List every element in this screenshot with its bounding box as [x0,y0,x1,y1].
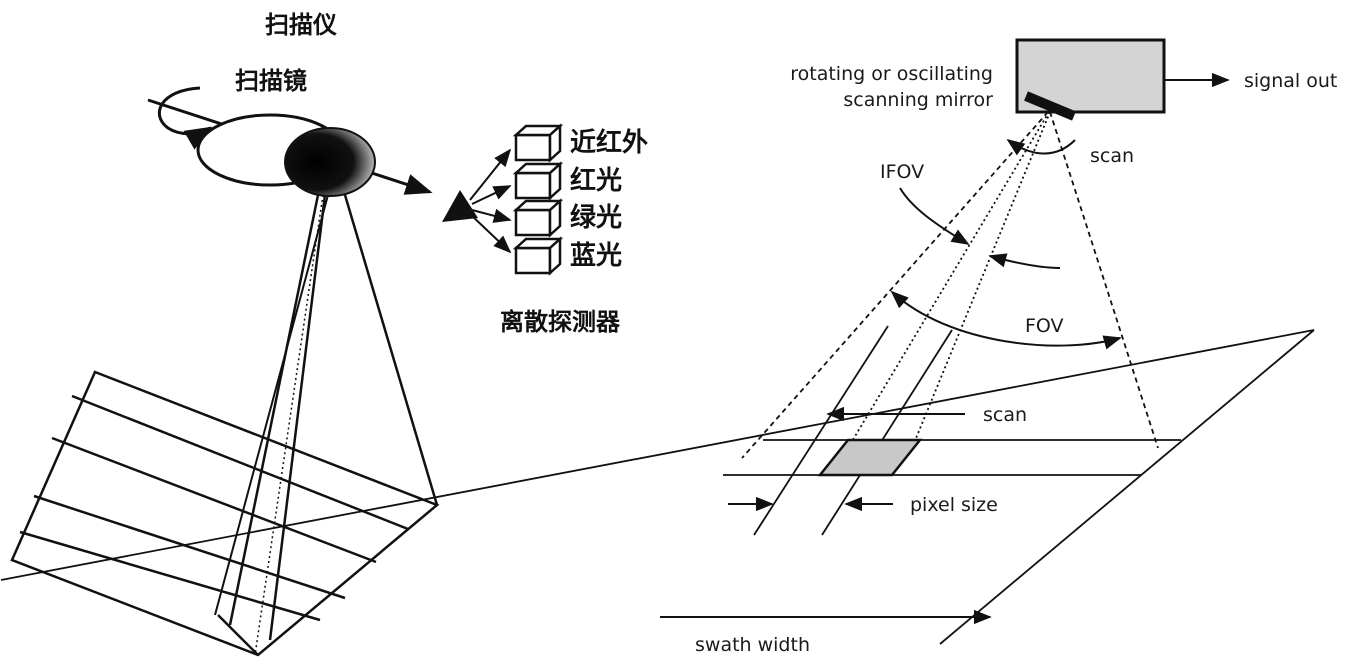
detector-label-blue: 蓝光 [570,241,622,271]
ifov-ray-right [911,111,1051,449]
left-scanner-panel: 扫描仪 扫描镜 近红外 [10,11,648,657]
scanning-mirror-icon [1024,91,1076,121]
fov-right-edge [1049,111,1159,449]
pixel-edge-left [753,325,889,536]
dispersion-ray-blue [469,213,512,254]
pixel-size-label: pixel size [910,494,998,516]
scan-line [71,394,409,531]
ground-scan-grid [10,370,440,657]
scan-line [33,494,346,600]
fov-label: FOV [1025,315,1064,337]
detector-blue: 蓝光 [512,236,622,276]
ifov-arrow-left [899,187,970,245]
prism-icon [442,190,478,222]
ground-pixel-edge [217,614,259,656]
scan-mirror-label: 扫描镜 [235,67,307,95]
mirror-label-line2: scanning mirror [843,89,993,111]
detector-nir: 近红外 [512,123,648,163]
detector-green: 绿光 [512,198,622,238]
fov-rays [741,111,1159,459]
right-scanner-panel: signal out rotating or oscillating scann… [0,38,1337,656]
detector-cube-icon [512,123,564,163]
detector-cube-icon [512,161,564,201]
detector-cube-icon [512,236,564,276]
swath-left-edge [0,329,1315,581]
mirror-label-line1: rotating or oscillating [790,63,993,85]
ground-grid-outline [10,370,440,657]
scanner-title: 扫描仪 [265,11,338,39]
fov-left-edge [741,111,1049,459]
dispersion-ray-red [471,185,512,205]
dispersion-ray-nir [469,148,512,201]
swath-bottom-edge [939,329,1315,645]
detector-red: 红光 [512,161,622,201]
ground-scan-label: scan [983,404,1027,426]
pixel-edge-right [821,329,953,536]
ground-swath [0,325,1315,645]
scan-line [51,436,377,564]
signal-out-label: signal out [1244,70,1337,92]
detector-label-nir: 近红外 [570,127,648,158]
detector-cube-icon [512,198,564,238]
ground-pixel [817,438,923,477]
swath-width-label: swath width [695,634,810,656]
scan-mirror-face [284,127,376,197]
detector-label-green: 绿光 [570,203,622,233]
scan-line [19,530,321,622]
rotation-arrow-icon [157,86,213,150]
discrete-detectors-label: 离散探测器 [500,308,621,336]
ifov-arrow-right [988,253,1061,269]
left-view-cone [214,194,439,656]
detector-label-red: 红光 [570,165,622,196]
dispersion-ray-green [471,208,512,223]
ifov-label: IFOV [880,161,924,183]
mirror-scan-label: scan [1090,145,1134,167]
fov-arc [890,290,1122,350]
ifov-ray-left [847,111,1050,449]
mirror-scan-arrow [1006,138,1076,156]
